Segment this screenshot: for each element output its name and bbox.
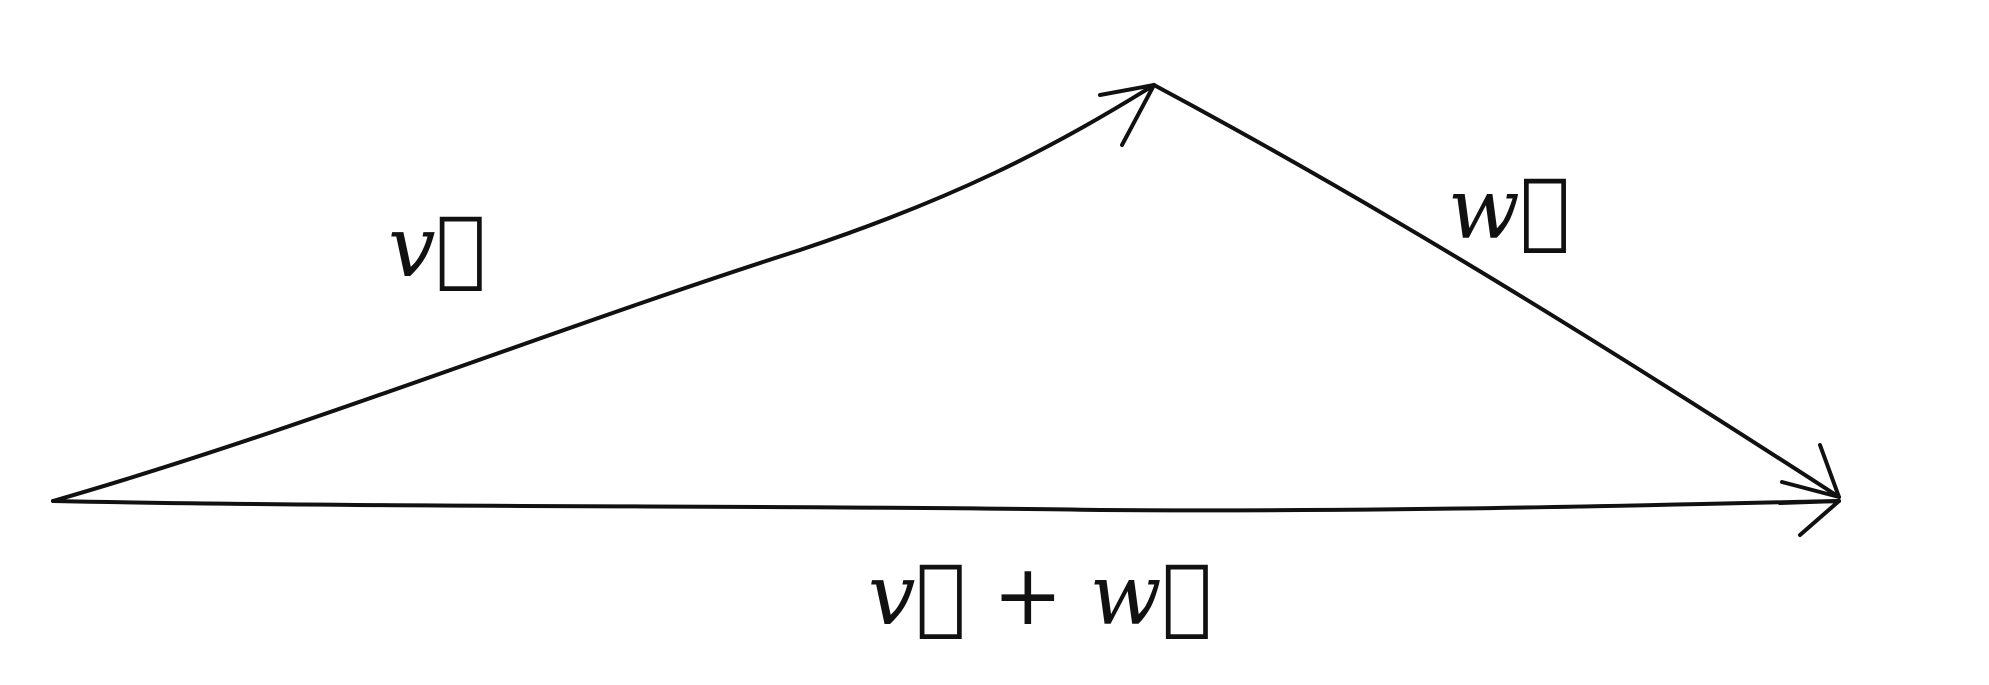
arrowhead-sum	[1778, 499, 1841, 537]
vector-w	[1152, 83, 1841, 499]
label-w: w⃗	[1448, 160, 1570, 258]
label-sum: v⃗ + w⃗	[868, 546, 1212, 644]
vector-v	[51, 83, 1156, 503]
arrowhead-w	[1780, 443, 1841, 499]
label-v: v⃗	[388, 198, 486, 296]
vector-sum	[51, 499, 1841, 513]
